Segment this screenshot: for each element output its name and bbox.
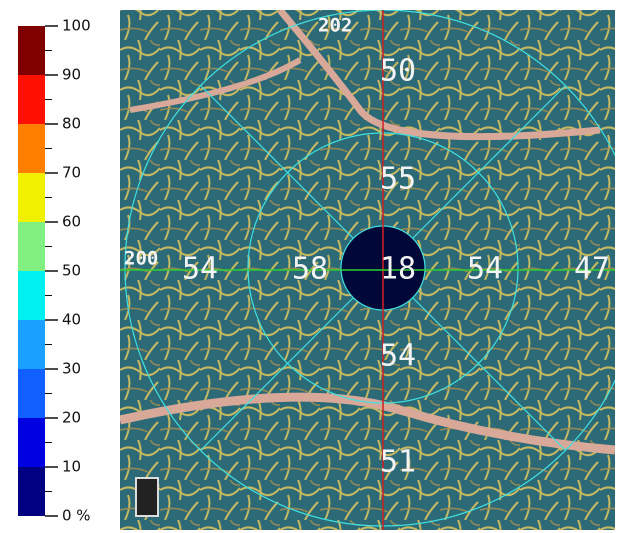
sector-value: 58 — [292, 252, 328, 287]
colorbar-segment — [18, 124, 45, 173]
colorbar-segment — [18, 320, 45, 369]
tick-label: 40 — [62, 311, 81, 329]
tick-label: 100 — [62, 17, 91, 35]
colorbar-segment — [18, 173, 45, 222]
colorbar-segment — [18, 75, 45, 124]
sector-value: 54 — [467, 252, 503, 287]
colorbar-segment — [18, 369, 45, 418]
sector-value: 47 — [574, 252, 610, 287]
tick-label: 30 — [62, 360, 81, 378]
left-label: 200 — [124, 248, 158, 270]
tick-label: 20 — [62, 409, 81, 427]
sector-value: 55 — [380, 162, 416, 197]
sector-value: 54 — [380, 339, 416, 374]
top-label: 202 — [318, 15, 352, 37]
sector-value: 50 — [380, 54, 416, 89]
colorbar-segment — [18, 467, 45, 516]
tick-label: 0 % — [62, 507, 91, 525]
colorbar-segment — [18, 26, 45, 75]
tick-label: 50 — [62, 262, 81, 280]
sector-value: 51 — [380, 445, 416, 480]
tick-label: 10 — [62, 458, 81, 476]
oct-angiography-view: 202 200 18 55 58 54 54 50 54 47 51 0 % 10… — [0, 0, 627, 533]
colorbar-segment — [18, 222, 45, 271]
tick-label: 70 — [62, 164, 81, 182]
tick-label: 90 — [62, 66, 81, 84]
sector-value: 18 — [380, 252, 416, 287]
icon — [136, 478, 158, 516]
density-map: 202 200 18 55 58 54 54 50 54 47 51 — [120, 10, 627, 530]
tick-label: 60 — [62, 213, 81, 231]
sector-value: 54 — [182, 252, 218, 287]
colorbar-segment — [18, 271, 45, 320]
colorbar-segment — [18, 418, 45, 467]
tick-label: 80 — [62, 115, 81, 133]
colorbar: 0 % 10 20 30 40 50 60 70 80 90 100 — [18, 17, 91, 525]
